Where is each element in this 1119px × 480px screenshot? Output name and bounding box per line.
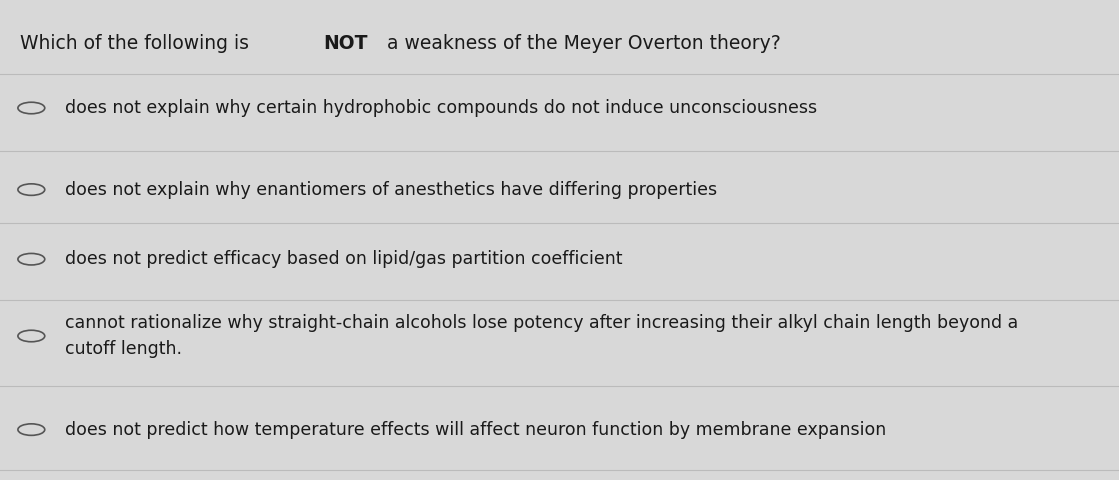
Text: does not predict how temperature effects will affect neuron function by membrane: does not predict how temperature effects… — [65, 420, 886, 439]
Text: Which of the following is: Which of the following is — [20, 34, 255, 53]
Text: a weakness of the Meyer Overton theory?: a weakness of the Meyer Overton theory? — [380, 34, 781, 53]
Text: does not explain why enantiomers of anesthetics have differing properties: does not explain why enantiomers of anes… — [65, 180, 717, 199]
Text: does not explain why certain hydrophobic compounds do not induce unconsciousness: does not explain why certain hydrophobic… — [65, 99, 817, 117]
Text: cannot rationalize why straight-chain alcohols lose potency after increasing the: cannot rationalize why straight-chain al… — [65, 314, 1018, 358]
Text: NOT: NOT — [323, 34, 368, 53]
Text: does not predict efficacy based on lipid/gas partition coefficient: does not predict efficacy based on lipid… — [65, 250, 622, 268]
